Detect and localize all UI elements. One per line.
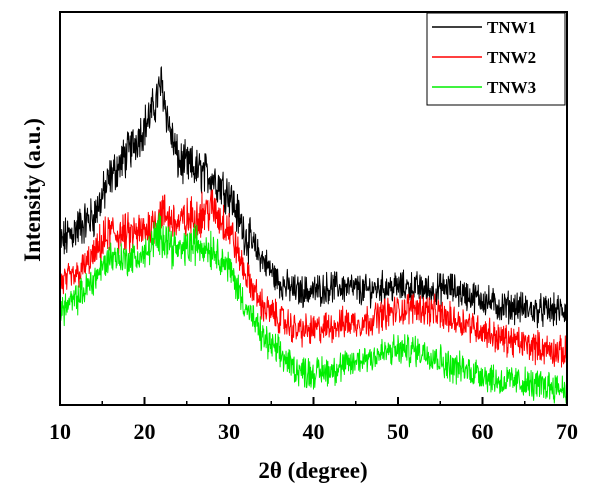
legend-label-tnw3: TNW3	[487, 78, 536, 97]
x-tick-label: 70	[556, 419, 578, 444]
x-tick-label: 20	[134, 419, 156, 444]
y-axis-title: Intensity (a.u.)	[20, 118, 45, 262]
x-tick-label: 50	[387, 419, 409, 444]
legend: TNW1 TNW2 TNW3	[426, 12, 566, 106]
series-line-tnw3	[59, 212, 568, 404]
series-line-tnw2	[59, 189, 568, 368]
x-tick-label: 60	[472, 419, 494, 444]
series-layer	[59, 66, 568, 404]
legend-label-tnw2: TNW2	[487, 48, 536, 67]
legend-label-tnw1: TNW1	[487, 18, 536, 37]
x-tick-label: 30	[218, 419, 240, 444]
ticks-layer: 10 20 30 40 50 60 70	[49, 397, 578, 444]
series-line-tnw1	[59, 66, 568, 329]
x-tick-label: 40	[303, 419, 325, 444]
x-axis-title: 2θ (degree)	[258, 458, 367, 483]
legend-box	[426, 12, 566, 106]
x-tick-label: 10	[49, 419, 71, 444]
